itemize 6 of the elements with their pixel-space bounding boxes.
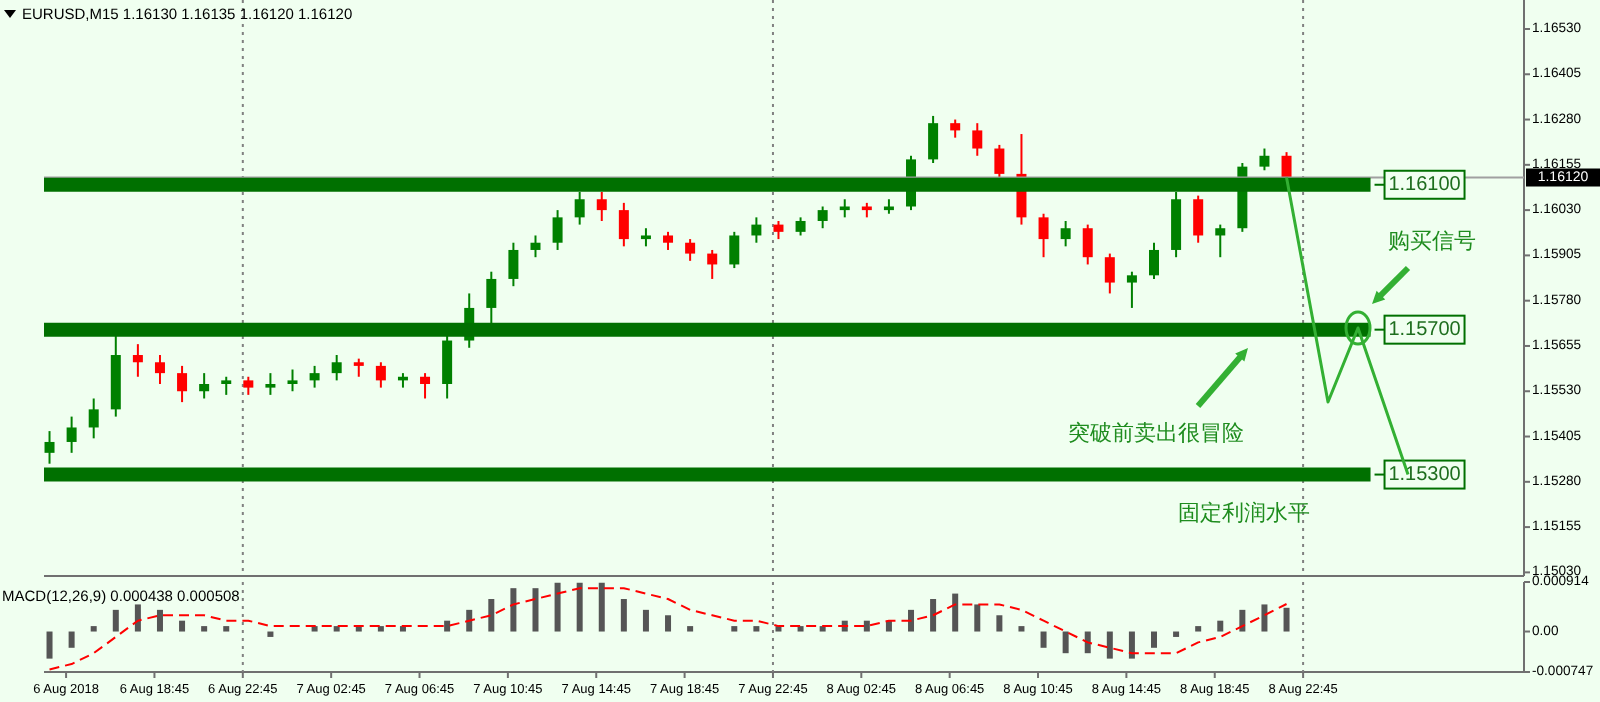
annotation: 购买信号: [1388, 230, 1476, 254]
annotation: 突破前卖出很冒险: [1068, 420, 1244, 446]
ref-line-label: 1.15300: [1388, 463, 1462, 486]
ref-line-label: 1.15700: [1388, 318, 1462, 341]
ref-line-label: 1.16100: [1388, 173, 1462, 196]
annotation: 固定利润水平: [1178, 500, 1310, 526]
